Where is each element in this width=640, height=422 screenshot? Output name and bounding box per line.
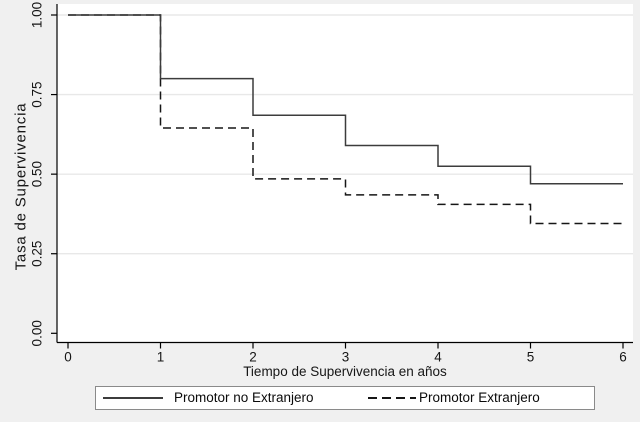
x-tick-label: 2 (249, 350, 257, 365)
legend-dashed-line-swatch (368, 397, 416, 399)
y-tick-label: 0.50 (30, 161, 45, 187)
series-line-solid (68, 14, 623, 185)
x-tick-label: 4 (434, 350, 442, 365)
y-tick-label: 0.25 (30, 241, 45, 267)
x-tick-label: 6 (619, 350, 627, 365)
legend-label-solid: Promotor no Extranjero (174, 390, 314, 405)
legend-solid-line-swatch (103, 397, 163, 399)
y-axis-title: Tasa de Supervivencia (12, 102, 30, 271)
x-tick-label: 3 (342, 350, 350, 365)
y-tick-label: 1.00 (30, 2, 45, 28)
legend-box: Promotor no Extranjero Promotor Extranje… (95, 386, 595, 410)
x-tick-label: 1 (157, 350, 165, 365)
plot-area (57, 4, 633, 343)
legend-label-dashed: Promotor Extranjero (419, 390, 540, 405)
y-tick-label: 0.00 (30, 320, 45, 346)
series-line-dashed (68, 14, 623, 225)
x-axis-title: Tiempo de Supervivencia en años (243, 364, 447, 379)
y-tick-label: 0.75 (30, 81, 45, 107)
x-tick-label: 5 (527, 350, 535, 365)
x-tick-label: 0 (64, 350, 72, 365)
